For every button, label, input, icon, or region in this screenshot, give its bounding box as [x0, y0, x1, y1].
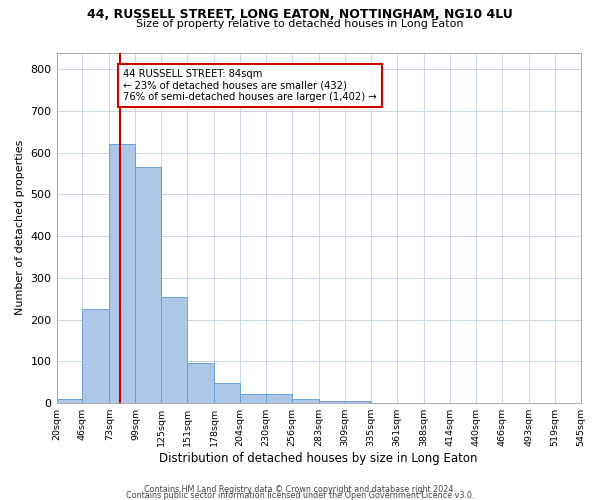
Bar	[292, 399, 319, 403]
Bar	[266, 394, 292, 403]
Bar	[345, 401, 371, 403]
Text: Contains HM Land Registry data © Crown copyright and database right 2024.: Contains HM Land Registry data © Crown c…	[144, 485, 456, 494]
Text: 44, RUSSELL STREET, LONG EATON, NOTTINGHAM, NG10 4LU: 44, RUSSELL STREET, LONG EATON, NOTTINGH…	[87, 8, 513, 20]
Text: Contains public sector information licensed under the Open Government Licence v3: Contains public sector information licen…	[126, 491, 474, 500]
Text: 44 RUSSELL STREET: 84sqm
← 23% of detached houses are smaller (432)
76% of semi-: 44 RUSSELL STREET: 84sqm ← 23% of detach…	[124, 69, 377, 102]
Bar	[187, 362, 214, 403]
Bar	[214, 383, 240, 403]
Bar	[136, 168, 161, 403]
Bar	[240, 394, 266, 403]
X-axis label: Distribution of detached houses by size in Long Eaton: Distribution of detached houses by size …	[159, 452, 478, 465]
Bar	[82, 309, 109, 403]
Y-axis label: Number of detached properties: Number of detached properties	[15, 140, 25, 316]
Text: Size of property relative to detached houses in Long Eaton: Size of property relative to detached ho…	[136, 19, 464, 29]
Bar	[161, 298, 187, 403]
Bar	[56, 399, 82, 403]
Bar	[319, 401, 345, 403]
Bar	[109, 144, 136, 403]
